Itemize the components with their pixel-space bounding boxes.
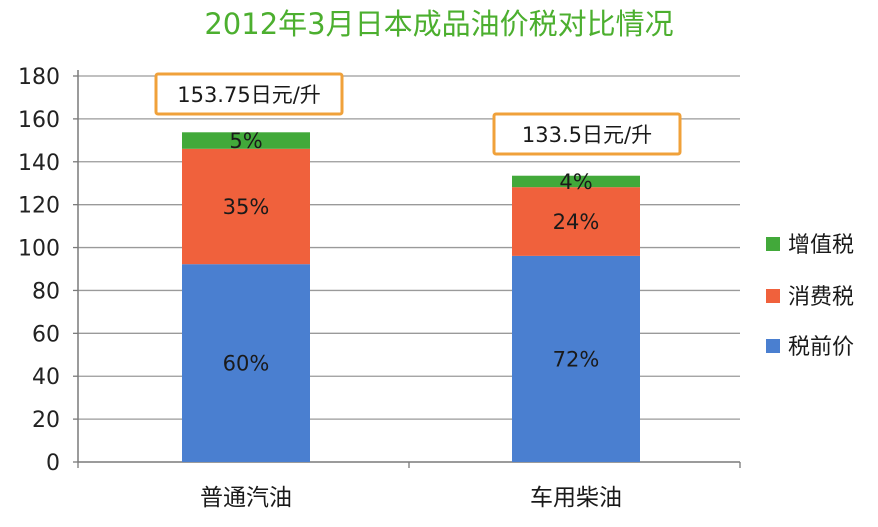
chart-title: 2012年3月日本成品油价税对比情况 (204, 7, 673, 41)
legend-swatch (766, 237, 780, 251)
bar-data-label: 60% (223, 352, 270, 376)
legend-label: 增值税 (788, 233, 854, 258)
legend-swatch (766, 339, 780, 353)
y-tick-label: 20 (32, 408, 60, 433)
total-callout-box (492, 112, 682, 156)
y-tick-label: 40 (32, 365, 60, 390)
x-category-label: 普通汽油 (200, 485, 292, 511)
bar-data-label: 5% (229, 129, 262, 153)
x-category-label: 车用柴油 (530, 485, 622, 511)
bar-data-label: 72% (553, 347, 600, 371)
total-callout-label: 133.5日元/升 (522, 123, 652, 147)
legend-swatch (766, 289, 780, 303)
bar-data-label: 35% (223, 195, 270, 219)
y-tick-label: 140 (18, 151, 60, 176)
bar-segment-consumption-tax-1 (182, 148, 310, 265)
y-tick-label: 100 (18, 237, 60, 262)
bar-data-label: 4% (559, 170, 592, 194)
bar-segment-pretax-2 (512, 255, 640, 462)
bar-segment-vat-1 (182, 132, 310, 149)
y-tick-label: 160 (18, 108, 60, 133)
bar-segment-vat-2 (512, 175, 640, 188)
bar-segment-pretax-1 (182, 264, 310, 462)
y-tick-label: 60 (32, 322, 60, 347)
legend-label: 税前价 (788, 335, 854, 360)
legend-label: 消费税 (788, 285, 854, 310)
bar-data-label: 24% (553, 210, 600, 234)
y-tick-label: 180 (18, 65, 60, 90)
y-tick-label: 120 (18, 194, 60, 219)
y-tick-label: 80 (32, 279, 60, 304)
total-callout-label: 153.75日元/升 (177, 83, 321, 107)
y-tick-label: 0 (46, 451, 60, 476)
bar-segment-consumption-tax-2 (512, 187, 640, 256)
total-callout-box (154, 72, 344, 116)
